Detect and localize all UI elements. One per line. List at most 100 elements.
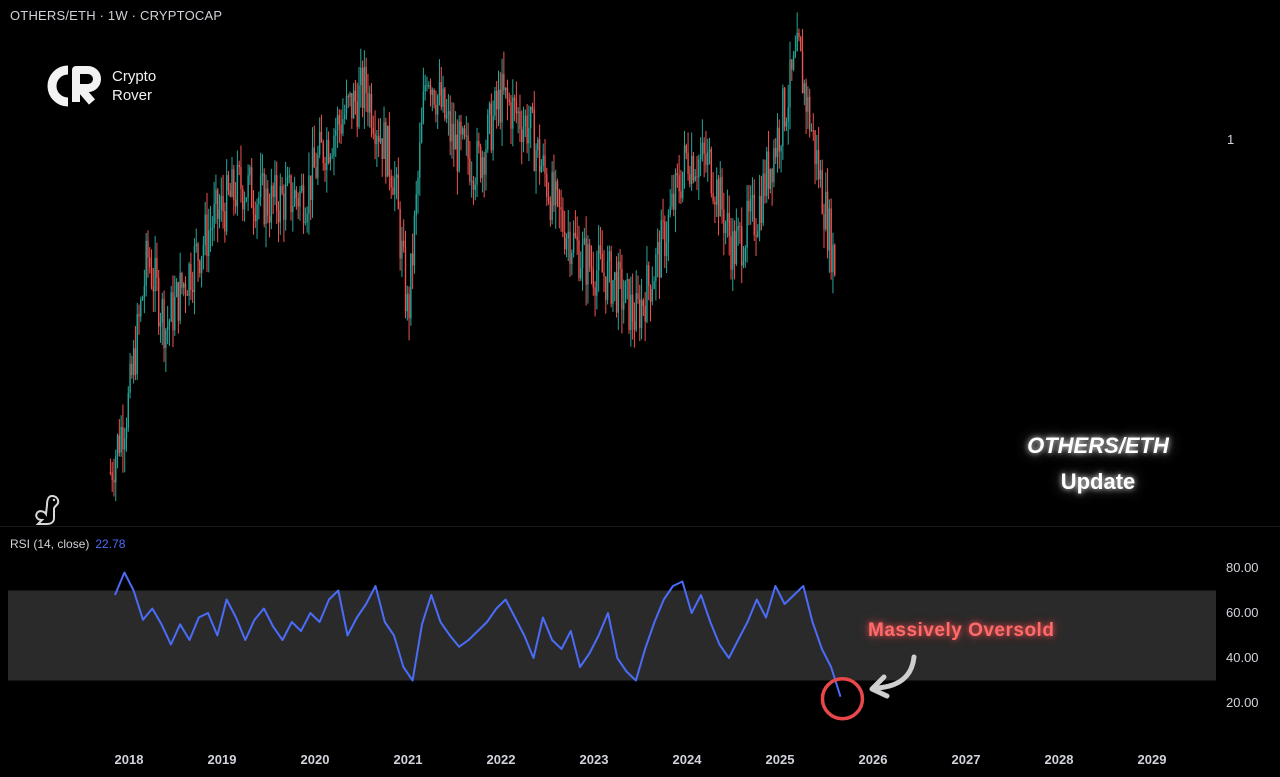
candle-body: [612, 280, 614, 304]
candle-body: [723, 209, 725, 234]
candle-body: [159, 322, 162, 327]
candle-body: [302, 185, 305, 223]
candle-body: [528, 128, 530, 144]
candle-body: [195, 243, 197, 247]
candle-body: [111, 472, 113, 480]
candle-body: [715, 179, 718, 205]
x-axis-tick: 2028: [1045, 752, 1074, 767]
oversold-annotation: Massively Oversold: [868, 620, 1055, 641]
candle-body: [628, 279, 630, 330]
candle-body: [562, 209, 564, 232]
candle-body: [132, 348, 135, 376]
candle-body: [360, 67, 362, 86]
candle-body: [125, 427, 128, 439]
candle-body: [744, 247, 747, 262]
candle-body: [569, 231, 571, 264]
candle-body: [687, 152, 689, 175]
candle-body: [696, 176, 698, 178]
candle-body: [553, 171, 555, 206]
candle-body: [801, 50, 804, 94]
candle-body: [522, 126, 525, 143]
crypto-rover-logo: Crypto Rover: [46, 64, 156, 108]
dino-icon: [32, 494, 64, 533]
candle-body: [369, 93, 371, 113]
rsi-y-tick: 60.00: [1226, 605, 1259, 620]
candle-body: [315, 167, 317, 178]
price-axis-label: 1: [1227, 132, 1234, 147]
candle-body: [721, 177, 723, 210]
candle-body: [771, 168, 773, 183]
candle-body: [252, 207, 255, 215]
candle-body: [293, 189, 296, 206]
candle-body: [639, 298, 641, 329]
candle-body: [817, 150, 820, 180]
candle-body: [524, 115, 527, 127]
candle-body: [200, 256, 203, 274]
candle-body: [485, 149, 487, 175]
x-axis-tick: 2018: [115, 752, 144, 767]
candle-body: [492, 115, 494, 151]
candle-body: [208, 230, 210, 257]
candle-body: [372, 128, 375, 134]
candle-body: [724, 222, 727, 234]
candle-body: [496, 90, 498, 110]
candle-body: [154, 258, 156, 292]
candle-body: [150, 267, 153, 287]
candle-body: [419, 142, 421, 178]
candle-body: [515, 100, 518, 114]
candle-body: [742, 261, 745, 266]
candle-body: [175, 282, 178, 297]
candle-body: [462, 128, 464, 135]
candle-body: [306, 213, 308, 223]
candle-body: [767, 151, 770, 189]
candle-body: [555, 181, 557, 206]
candle-body: [157, 277, 160, 327]
x-axis-tick: 2027: [952, 752, 981, 767]
candle-body: [778, 127, 780, 152]
candle-body: [426, 85, 428, 87]
candle-body: [263, 173, 265, 225]
candle-body: [467, 135, 469, 159]
candle-body: [653, 281, 655, 290]
candle-body: [503, 73, 505, 91]
rsi-label-text: RSI (14, close): [10, 537, 90, 551]
annotation-arrowhead: [869, 674, 890, 699]
candle-body: [599, 245, 602, 254]
logo-line1: Crypto: [112, 68, 157, 85]
candle-body: [478, 141, 480, 147]
candle-body: [444, 88, 446, 119]
candle-body: [109, 472, 112, 473]
candle-body: [576, 236, 578, 241]
candle-body: [501, 73, 503, 123]
candle-body: [701, 142, 704, 156]
candle-body: [533, 110, 535, 171]
candle-body: [780, 146, 782, 152]
candle-body: [127, 392, 129, 428]
candle-body: [644, 306, 646, 322]
candle-body: [737, 226, 739, 231]
candle-body: [470, 180, 473, 182]
candle-body: [406, 293, 408, 312]
candle-body: [166, 326, 169, 331]
candle-body: [134, 348, 137, 375]
candle-body: [145, 240, 147, 286]
candle-body: [324, 163, 326, 171]
candle-body: [538, 139, 541, 172]
candle-body: [447, 111, 450, 115]
candle-body: [254, 214, 256, 222]
candle-body: [408, 293, 410, 319]
candle-body: [245, 197, 248, 202]
candle-body: [345, 96, 348, 115]
candle-body: [540, 165, 543, 172]
candle-body: [390, 175, 392, 188]
candle-body: [683, 145, 686, 172]
x-axis-tick: 2024: [673, 752, 703, 767]
candle-body: [660, 220, 662, 278]
candle-body: [217, 189, 219, 219]
candle-body: [138, 314, 140, 317]
candle-body: [631, 294, 634, 322]
candle-body: [165, 330, 167, 349]
candle-body: [377, 135, 380, 142]
candle-body: [764, 173, 766, 197]
candle-body: [624, 281, 627, 303]
